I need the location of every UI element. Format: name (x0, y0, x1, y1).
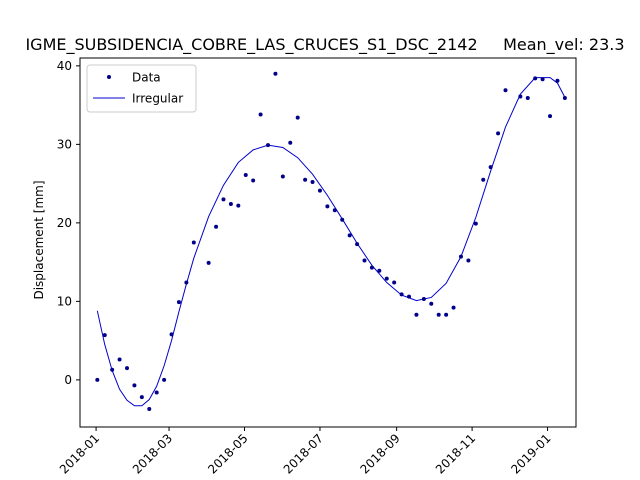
data-point (221, 197, 226, 202)
data-point (436, 312, 441, 317)
data-point (117, 357, 122, 362)
data-point (236, 203, 241, 208)
data-point (280, 174, 285, 179)
data-point (169, 332, 174, 337)
data-point (184, 280, 189, 285)
data-point (458, 254, 463, 259)
data-point (228, 202, 233, 207)
data-point (362, 258, 367, 263)
data-point (251, 178, 256, 183)
y-tick-label: 20 (57, 216, 72, 230)
data-point (214, 224, 219, 229)
legend-box (86, 64, 197, 113)
data-point (488, 165, 493, 170)
data-point (206, 260, 211, 265)
data-point (273, 71, 278, 76)
legend: Data Irregular (86, 64, 197, 113)
data-point (347, 233, 352, 238)
data-point (525, 96, 530, 101)
data-point (258, 112, 263, 117)
data-point (102, 333, 107, 338)
data-point (95, 377, 100, 382)
data-point (162, 377, 167, 382)
data-point (139, 395, 144, 400)
data-point (496, 131, 501, 136)
data-point (466, 258, 471, 263)
data-point (176, 300, 181, 305)
data-point (288, 140, 293, 145)
chart-title: IGME_SUBSIDENCIA_COBRE_LAS_CRUCES_S1_DSC… (25, 35, 624, 55)
data-point (399, 292, 404, 297)
data-point (444, 312, 449, 317)
data-point (533, 76, 538, 81)
data-point (191, 240, 196, 245)
legend-marker-data (107, 75, 111, 79)
data-point (110, 367, 115, 372)
data-point (310, 180, 315, 185)
data-point (429, 301, 434, 306)
y-tick-label: 30 (57, 137, 72, 151)
data-point (325, 204, 330, 209)
y-tick-label: 10 (57, 294, 72, 308)
series-line-irregular (96, 77, 566, 407)
data-point (555, 78, 560, 83)
data-point (518, 94, 523, 99)
data-point (377, 268, 382, 273)
data-point (355, 242, 360, 247)
data-point (548, 114, 553, 119)
data-point (414, 312, 419, 317)
data-point (369, 265, 374, 270)
data-point (317, 188, 322, 193)
legend-label: Data (132, 71, 161, 85)
data-point (384, 276, 389, 281)
data-point (332, 208, 337, 213)
data-point (481, 177, 486, 182)
legend-label: Irregular (132, 92, 183, 106)
data-point (132, 383, 137, 388)
data-point (295, 115, 300, 120)
data-point (303, 177, 308, 182)
data-point (562, 96, 567, 101)
data-point (407, 294, 412, 299)
data-point (540, 77, 545, 82)
data-point (503, 88, 508, 93)
data-point (451, 305, 456, 310)
data-point (266, 143, 271, 148)
data-point (147, 406, 152, 411)
data-point (340, 217, 345, 222)
plot-frame (79, 57, 577, 428)
y-axis-label: Displacement [mm] (32, 180, 46, 299)
data-point (125, 366, 129, 371)
y-tick-label: 40 (57, 59, 72, 73)
data-point (421, 297, 426, 302)
y-tick-label: 0 (64, 373, 72, 387)
data-point (392, 280, 397, 285)
data-point (154, 390, 159, 395)
data-point (243, 172, 248, 177)
data-point (473, 221, 478, 226)
